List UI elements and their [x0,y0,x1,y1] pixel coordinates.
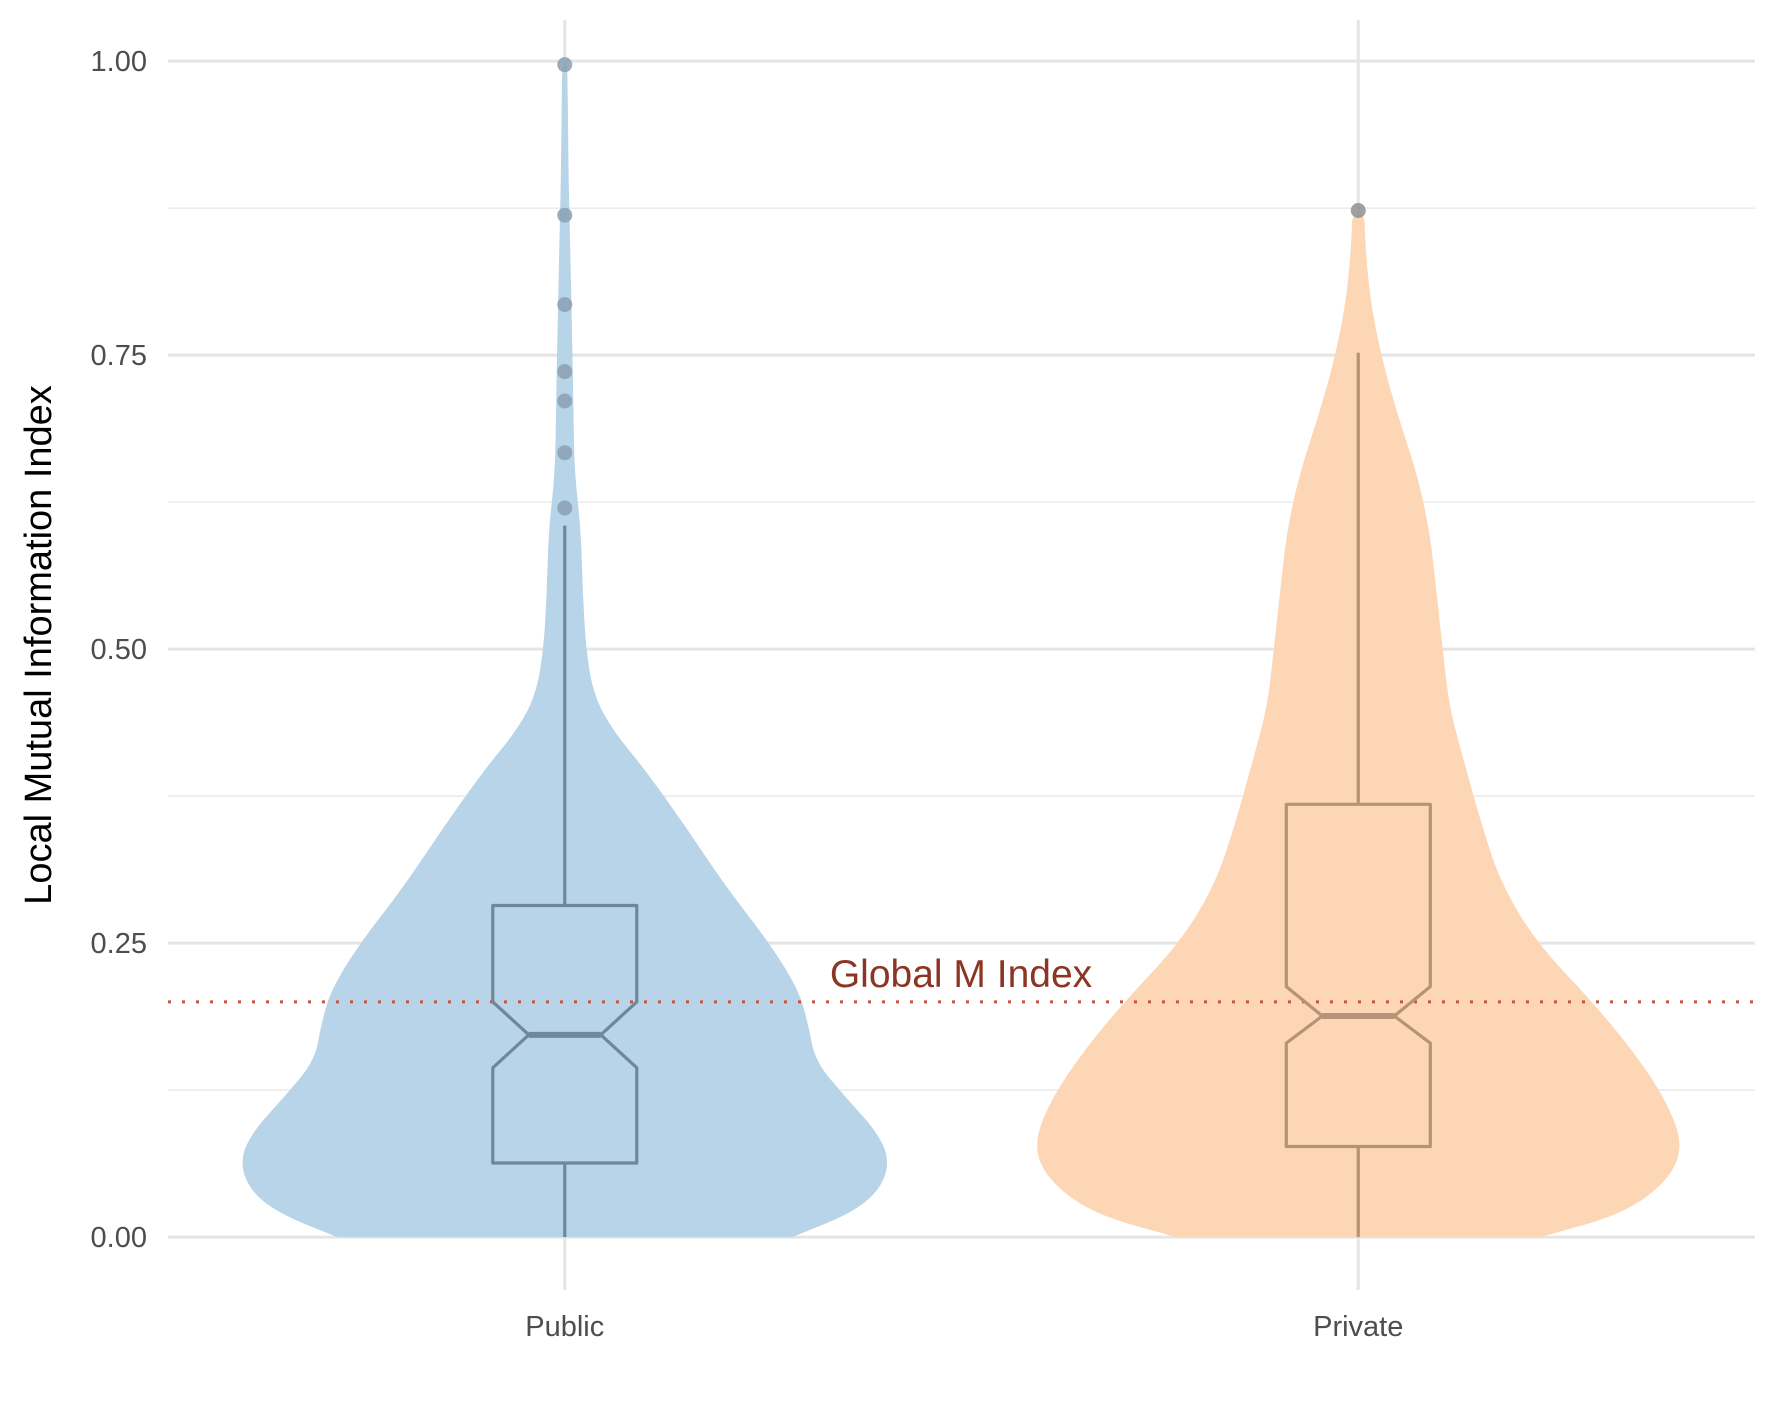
notched-box [1284,802,1432,1149]
outlier-point [557,207,573,223]
global-m-index-label: Global M Index [830,953,1093,996]
outlier-point [557,297,573,313]
outlier-point [557,500,573,516]
reference-line-group: Global M Index [168,953,1755,1004]
boxplot-public [491,57,639,1238]
y-tick-label: 0.75 [91,340,147,372]
y-tick-label: 0.50 [91,634,147,666]
y-tick-label: 0.00 [91,1222,147,1254]
y-axis-title: Local Mutual Information Index [18,385,60,905]
boxplot-private [1284,203,1432,1238]
y-tick-label: 0.25 [91,928,147,960]
notched-box [491,903,639,1165]
y-tick-label: 1.00 [91,46,147,78]
axis-ticks: 0.00 0.25 0.50 0.75 1.00 Public Private [91,46,1404,1343]
outlier-point [557,364,573,380]
outlier-point [557,393,573,409]
x-tick-label-public: Public [525,1311,604,1343]
outlier-point [557,445,573,461]
x-tick-label-private: Private [1313,1311,1403,1343]
outlier-point [1350,203,1366,218]
outlier-point [557,57,573,73]
boxplots [491,57,1432,1238]
